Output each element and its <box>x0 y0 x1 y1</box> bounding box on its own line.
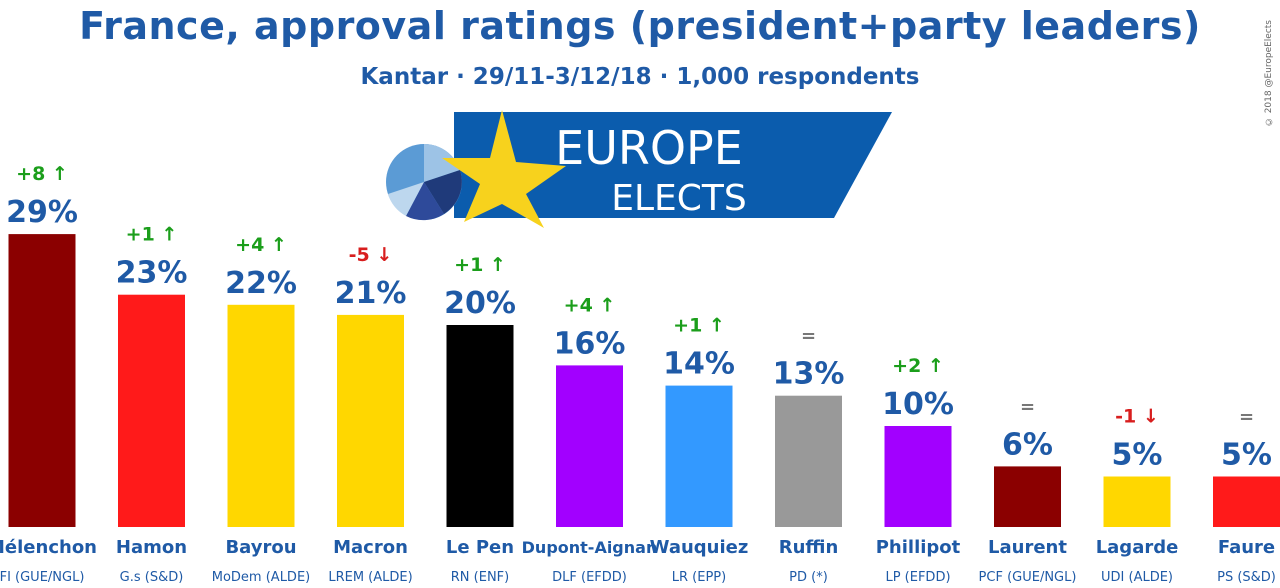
bar-8 <box>775 395 842 527</box>
party-label-5: RN (ENF) <box>451 570 509 585</box>
category-label-2: Hamon <box>116 537 187 558</box>
change-label-9: +2 ↑ <box>892 355 944 377</box>
party-label-12: PS (S&D) <box>1217 570 1276 585</box>
party-label-8: PD (*) <box>789 570 828 585</box>
category-label-7: Wauquiez <box>650 537 749 558</box>
change-label-7: +1 ↑ <box>673 315 725 337</box>
value-label-12: 5% <box>1221 438 1272 473</box>
bar-3 <box>227 304 295 527</box>
chart-subtitle: Kantar · 29/11-3/12/18 · 1,000 responden… <box>360 64 920 90</box>
party-label-11: UDI (ALDE) <box>1101 570 1173 585</box>
change-label-8: = <box>801 326 816 347</box>
category-label-9: Phillipot <box>876 537 961 558</box>
category-label-4: Macron <box>333 537 408 558</box>
value-label-6: 16% <box>554 326 626 361</box>
bar-5 <box>446 325 514 527</box>
category-label-8: Ruffin <box>779 537 839 558</box>
party-label-6: DLF (EFDD) <box>552 570 627 585</box>
party-label-7: LR (EPP) <box>672 570 726 585</box>
value-label-5: 20% <box>444 286 516 321</box>
bar-11 <box>1103 476 1171 527</box>
bar-6 <box>556 365 623 527</box>
bar-12 <box>1213 476 1280 527</box>
bar-10 <box>994 466 1061 527</box>
change-label-3: +4 ↑ <box>235 234 287 256</box>
logo-pie-icon <box>386 144 462 221</box>
party-label-3: MoDem (ALDE) <box>212 570 310 585</box>
logo-star <box>442 110 566 228</box>
category-label-3: Bayrou <box>225 537 296 558</box>
change-label-4: -5 ↓ <box>349 244 393 266</box>
party-label-10: PCF (GUE/NGL) <box>979 570 1077 585</box>
party-label-9: LP (EFDD) <box>885 570 950 585</box>
change-label-5: +1 ↑ <box>454 254 506 276</box>
change-label-6: +4 ↑ <box>564 294 616 316</box>
chart-title: France, approval ratings (president+part… <box>79 4 1201 48</box>
change-label-11: -1 ↓ <box>1115 406 1159 428</box>
value-label-1: 29% <box>6 195 78 230</box>
category-label-10: Laurent <box>988 537 1067 558</box>
value-label-11: 5% <box>1112 438 1163 473</box>
change-label-1: +8 ↑ <box>16 163 68 185</box>
logo-text-elects: ELECTS <box>611 178 747 219</box>
bar-9 <box>884 426 952 527</box>
logo-text-europe: EUROPE <box>555 121 743 175</box>
value-label-9: 10% <box>882 387 954 422</box>
bar-4 <box>337 314 404 527</box>
category-label-12: Faure <box>1218 537 1275 558</box>
category-label-5: Le Pen <box>446 537 514 558</box>
bar-1 <box>8 234 76 527</box>
value-label-7: 14% <box>663 347 735 382</box>
category-label-11: Lagarde <box>1096 537 1179 558</box>
logo-banner <box>454 112 892 218</box>
value-label-8: 13% <box>773 357 845 392</box>
change-label-2: +1 ↑ <box>126 224 178 246</box>
bar-7 <box>665 385 733 527</box>
europe-elects-logo: EUROPE ELECTS <box>386 110 892 228</box>
value-label-2: 23% <box>116 256 188 291</box>
party-label-1: FI (GUE/NGL) <box>0 570 84 585</box>
value-label-10: 6% <box>1002 427 1053 462</box>
category-label-1: Mélenchon <box>0 537 97 558</box>
change-label-10: = <box>1020 396 1035 417</box>
change-label-12: = <box>1239 407 1254 428</box>
value-label-3: 22% <box>225 266 297 301</box>
party-label-4: LREM (ALDE) <box>328 570 412 585</box>
bar-2 <box>118 294 185 527</box>
value-label-4: 21% <box>335 276 407 311</box>
party-label-2: G.s (S&D) <box>120 570 184 585</box>
category-label-6: Dupont-Aignan <box>522 538 658 557</box>
